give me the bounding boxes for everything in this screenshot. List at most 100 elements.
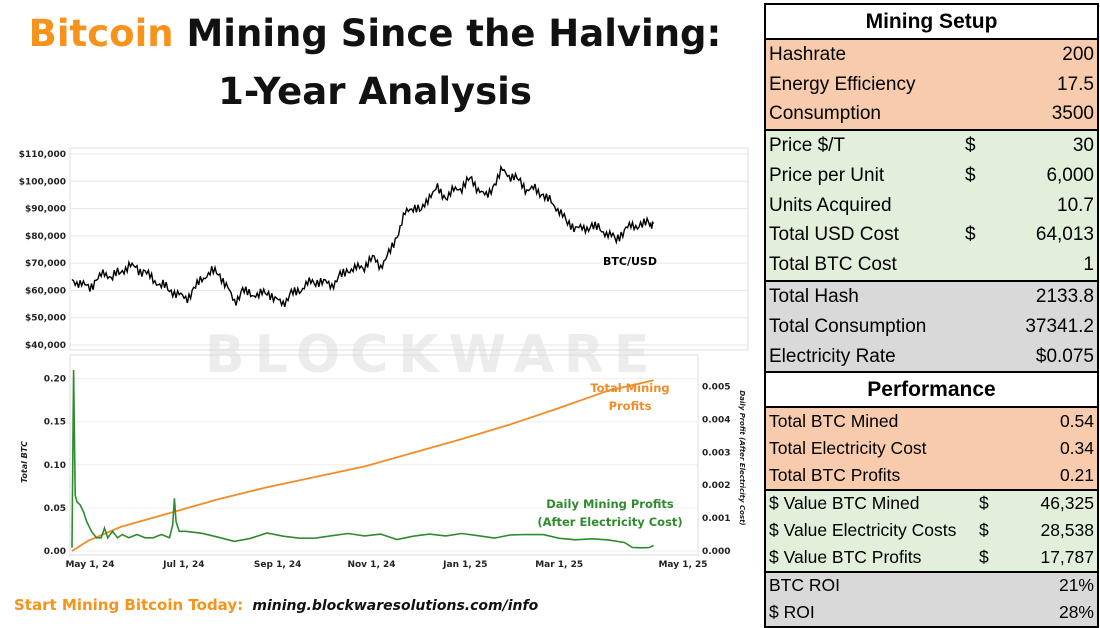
setup-header: Mining Setup: [766, 5, 1097, 38]
page-subtitle: 1-Year Analysis: [218, 70, 532, 113]
table-row: Total USD Cost $64,013: [766, 220, 1097, 251]
row-value: 17.5: [1057, 73, 1094, 95]
table-row: $ Value Electricity Costs $28,538: [766, 517, 1097, 544]
row-value: 6,000: [1046, 164, 1094, 186]
x-tick-label: Jul 1, 24: [162, 560, 204, 570]
row-value: 1: [1083, 254, 1094, 276]
row-label: $ Value BTC Profits: [769, 546, 922, 567]
setup-energy-section: Total Hash 2133.8 Total Consumption 37341.2…: [766, 280, 1097, 372]
table-row: Energy Efficiency 17.5: [766, 69, 1097, 100]
table-row: Total Hash 2133.8: [766, 282, 1097, 312]
row-value: 0.21: [1059, 464, 1094, 485]
series-label: BTC/USD: [603, 255, 657, 268]
charts: $110,000 $100,000 $90,000 $80,000 $70,000 $60…: [19, 147, 749, 570]
row-value: 2133.8: [1035, 285, 1094, 307]
daily-mining-profits-line: [71, 369, 654, 549]
table-row: $ ROI 28%: [766, 599, 1097, 626]
row-label: Total Electricity Cost: [769, 437, 927, 458]
series-annotation: (After Electricity Cost): [537, 515, 682, 529]
right-tick-label: 0.004: [702, 415, 730, 425]
row-label: Total BTC Mined: [769, 411, 899, 432]
row-value: 37341.2: [1025, 315, 1094, 337]
table-row: Units Acquired 10.7: [766, 190, 1097, 221]
row-label: Units Acquired: [769, 194, 892, 216]
mining-table: Mining Setup Hashrate 200 Energy Efficienc…: [764, 3, 1099, 628]
table-row: Electricity Rate $0.075: [766, 341, 1097, 372]
perf-usd-section: $ Value BTC Mined $46,325 $ Value Electric…: [766, 488, 1097, 571]
title-line1: Mining Since the Halving:: [186, 12, 722, 55]
right-tick-label: 0.001: [702, 514, 730, 524]
profit-chart-frame: [69, 354, 699, 556]
table-row: $ Value BTC Profits $17,787: [766, 543, 1097, 571]
row-currency: $: [965, 164, 976, 186]
row-label: Total BTC Profits: [769, 464, 901, 485]
y-tick-label: $80,000: [25, 232, 66, 242]
price-chart-frame: [69, 147, 749, 351]
row-label: $ Value Electricity Costs: [769, 520, 957, 541]
perf-header-section: Performance: [766, 371, 1097, 407]
btc-price-line: [71, 164, 655, 308]
row-value: 0.34: [1059, 437, 1094, 458]
row-label: Price per Unit: [769, 164, 885, 186]
row-label: Total Hash: [769, 285, 859, 307]
x-tick-label: Sep 1, 24: [254, 560, 302, 570]
perf-btc-section: Total BTC Mined 0.54 Total Electricity Cos…: [766, 406, 1097, 489]
table-row: Total Consumption 37341.2: [766, 311, 1097, 342]
table-row: Total Electricity Cost 0.34: [766, 435, 1097, 462]
setup-hardware-section: Hashrate 200 Energy Efficiency 17.5 Consumpt…: [766, 38, 1097, 130]
series-annotation: Daily Mining Profits: [546, 497, 674, 511]
series-annotation: Total Mining: [590, 381, 669, 395]
x-tick-label: Jan 1, 25: [442, 560, 487, 570]
y-tick-label: $50,000: [25, 314, 66, 324]
right-tick-label: 0.000: [702, 547, 730, 557]
row-label: $ Value BTC Mined: [769, 493, 920, 514]
row-currency: $: [979, 493, 989, 514]
row-label: Price $/T: [769, 134, 846, 156]
setup-header-section: Mining Setup: [766, 5, 1097, 38]
x-tick-label: May 1, 25: [658, 560, 707, 570]
row-label: Consumption: [769, 103, 881, 125]
y-tick-label: $100,000: [19, 177, 66, 187]
row-label: $ ROI: [769, 602, 815, 623]
row-value: 28,538: [1040, 520, 1094, 541]
table-row: BTC ROI 21%: [766, 572, 1097, 600]
row-value: 30: [1072, 134, 1094, 156]
x-tick-label: Mar 1, 25: [535, 560, 583, 570]
row-value: 28%: [1058, 602, 1094, 623]
table-row: Total BTC Cost 1: [766, 250, 1097, 281]
row-value: 21%: [1058, 575, 1094, 596]
row-value: 3500: [1051, 103, 1094, 125]
row-currency: $: [965, 224, 976, 246]
row-currency: $: [965, 134, 976, 156]
row-value: 46,325: [1040, 493, 1094, 514]
performance-header: Performance: [766, 373, 1097, 407]
series-annotation: Profits: [609, 399, 652, 413]
row-value: 200: [1062, 43, 1094, 65]
title-accent-word: Bitcoin: [28, 12, 174, 55]
y-tick-label: $110,000: [19, 150, 66, 160]
y-tick-label: $60,000: [25, 286, 66, 296]
perf-roi-section: BTC ROI 21% $ ROI 28%: [766, 570, 1097, 626]
right-tick-label: 0.002: [702, 481, 730, 491]
y-axis-label-left: Total BTC: [20, 441, 29, 483]
table-row: Price $/T $30: [766, 131, 1097, 161]
setup-cost-section: Price $/T $30 Price per Unit $6,000 Units Ac…: [766, 129, 1097, 281]
row-label: BTC ROI: [769, 575, 840, 596]
row-label: Total BTC Cost: [769, 254, 897, 276]
table-row: $ Value BTC Mined $46,325: [766, 490, 1097, 518]
left-tick-label: 0.20: [44, 375, 66, 385]
right-tick-label: 0.003: [702, 448, 730, 458]
footer: Start Mining Bitcoin Today: mining.block…: [14, 596, 538, 614]
row-value: 17,787: [1040, 546, 1094, 567]
row-label: Hashrate: [769, 43, 847, 65]
left-tick-label: 0.00: [44, 547, 66, 557]
row-value: 64,013: [1035, 224, 1094, 246]
right-tick-label: 0.005: [702, 382, 730, 392]
footer-url[interactable]: mining.blockwaresolutions.com/info: [252, 598, 539, 614]
row-label: Energy Efficiency: [769, 73, 916, 95]
page-title: Bitcoin Mining Since the Halving:: [0, 12, 750, 55]
left-tick-label: 0.15: [44, 418, 66, 428]
y-tick-label: $70,000: [25, 259, 66, 269]
left-tick-label: 0.10: [44, 461, 66, 471]
footer-label: Start Mining Bitcoin Today:: [14, 596, 244, 614]
